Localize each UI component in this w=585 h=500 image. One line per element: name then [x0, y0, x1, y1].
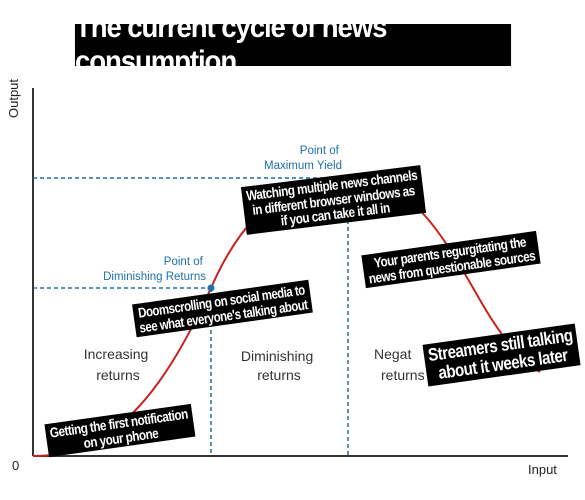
- region-label-line: Increasing: [84, 346, 149, 362]
- y-axis-label: Output: [6, 79, 21, 118]
- diminishing-returns-label: Diminishing returns: [241, 348, 317, 383]
- negative-returns-label: Negat returns: [374, 346, 425, 383]
- diminishing-point-label-line: Point of: [164, 256, 204, 268]
- region-label-line: Diminishing: [241, 348, 313, 364]
- increasing-returns-label: Increasing returns: [84, 346, 152, 383]
- region-label-line: returns: [257, 367, 301, 383]
- x-axis-label: Input: [528, 462, 557, 477]
- meme-title: The current cycle of news consumption: [74, 11, 512, 78]
- diminishing-point-label: Point of Diminishing Returns: [103, 256, 206, 283]
- region-label-line: returns: [381, 367, 425, 383]
- origin-label: 0: [12, 458, 19, 473]
- diminishing-point-label-line: Diminishing Returns: [103, 271, 206, 283]
- region-label-line: returns: [96, 367, 140, 383]
- diminishing-returns-point: [207, 284, 215, 292]
- max-yield-label-line: Point of: [300, 145, 340, 157]
- region-label-line: Negat: [374, 346, 411, 362]
- max-yield-label-line: Maximum Yield: [264, 160, 342, 172]
- max-yield-label: Point of Maximum Yield: [264, 145, 342, 172]
